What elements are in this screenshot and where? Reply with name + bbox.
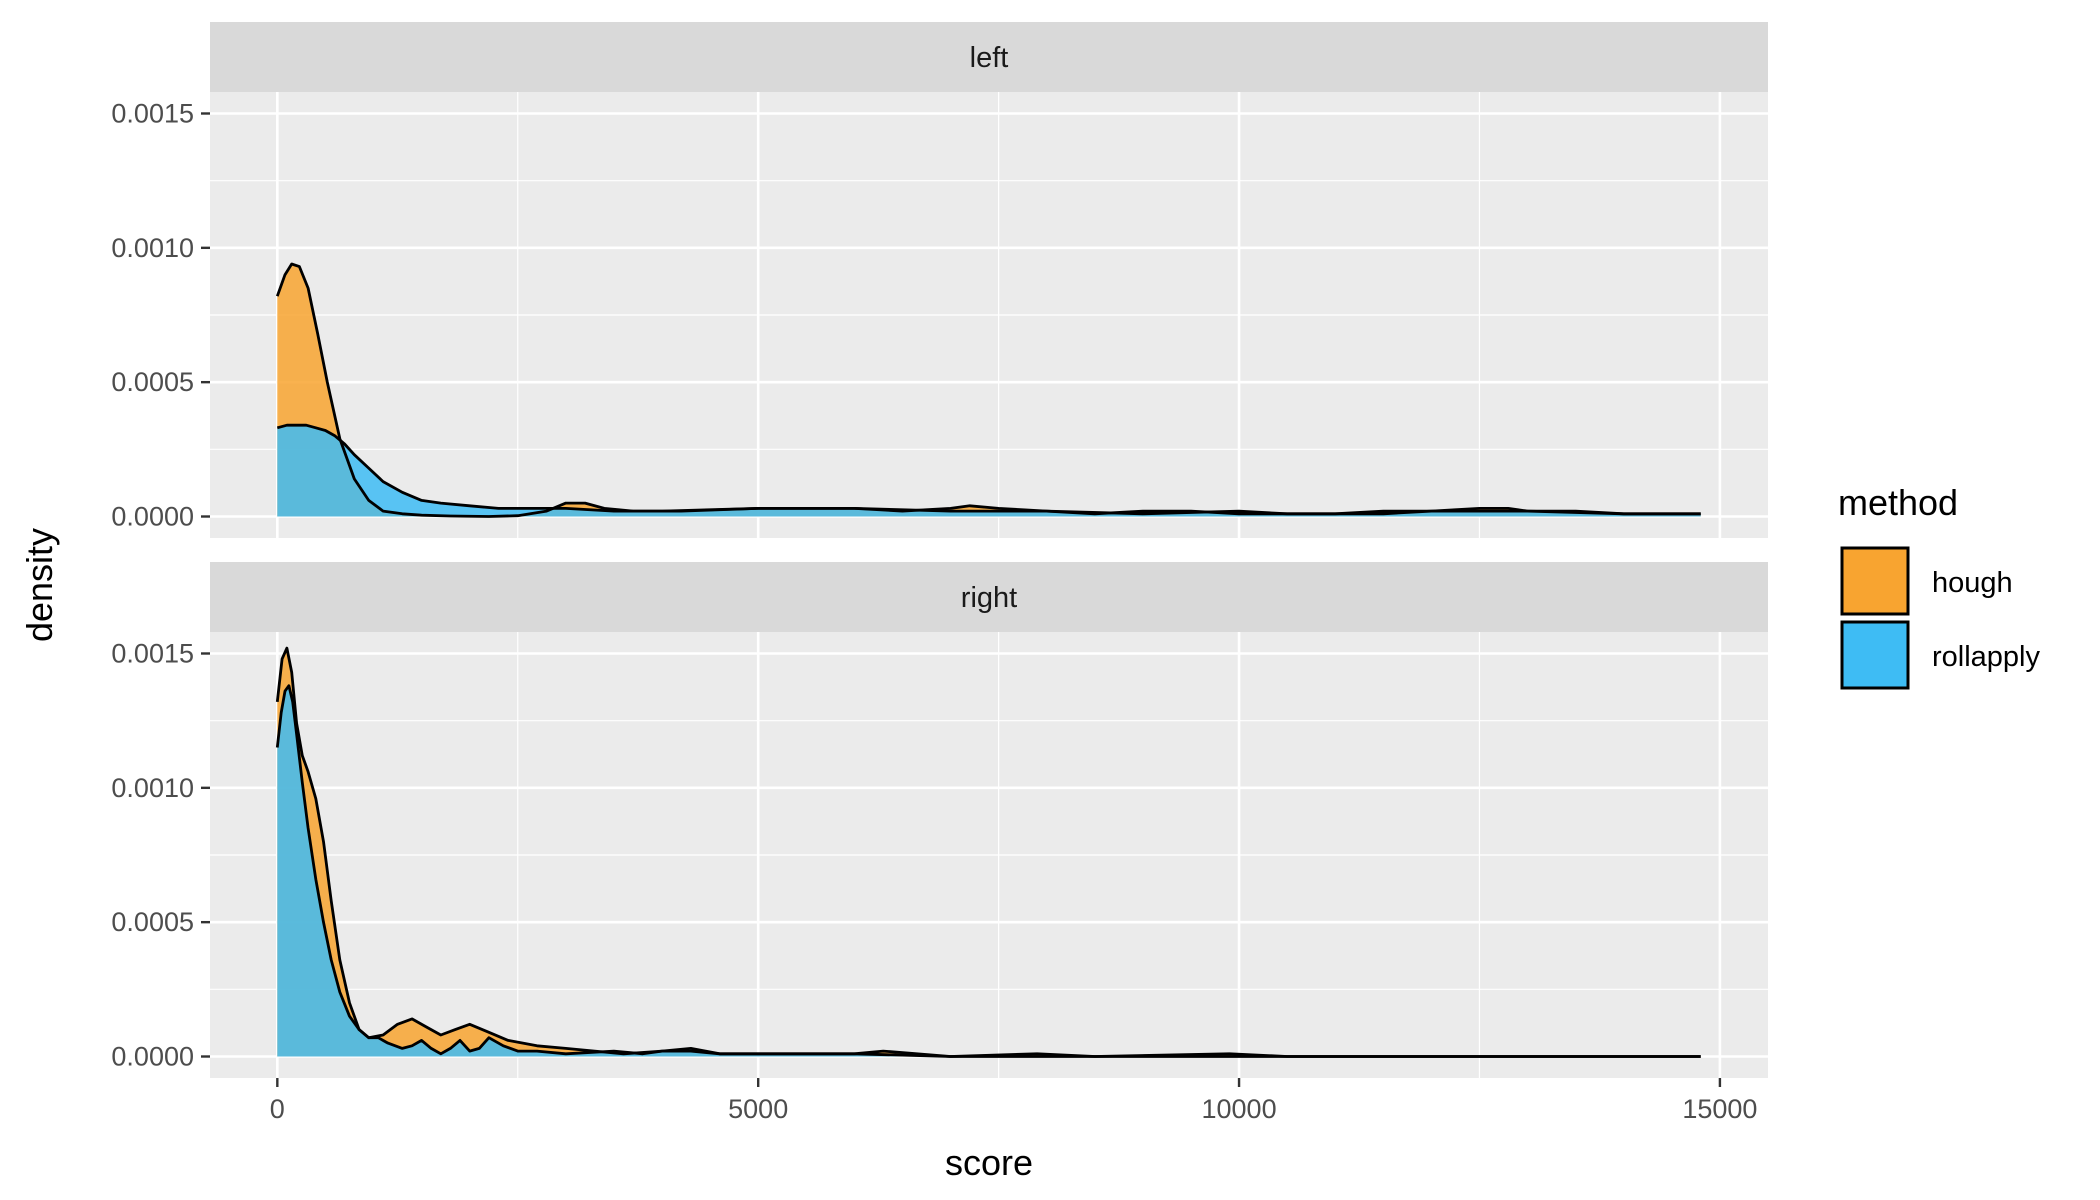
strip-background-right — [210, 562, 1768, 632]
x-axis-title: score — [945, 1142, 1033, 1183]
x-tick-label: 0 — [270, 1094, 285, 1124]
legend-label-hough: hough — [1932, 567, 2013, 599]
density-areas-right — [275, 646, 1701, 1058]
panel-right: right 0.0000 0.0005 0.0010 0.0015 — [111, 562, 1768, 1078]
y-tick-label: 0.0005 — [111, 367, 194, 397]
y-tick-label: 0.0010 — [111, 233, 194, 263]
y-tick-label: 0.0015 — [111, 638, 194, 668]
y-axis-title: density — [19, 528, 60, 642]
y-tick-label: 0.0000 — [111, 1042, 194, 1072]
y-tick-label: 0.0000 — [111, 502, 194, 532]
panel-left: left 0.0000 0.0005 0.0010 0.0015 — [111, 22, 1768, 538]
y-tick-label: 0.0010 — [111, 773, 194, 803]
density-areas-left — [275, 262, 1701, 518]
density-line-rollapply — [276, 423, 1701, 516]
x-tick-label: 15000 — [1682, 1094, 1757, 1124]
strip-label-right: right — [961, 582, 1017, 614]
y-axis-left: 0.0000 0.0005 0.0010 0.0015 — [111, 98, 210, 532]
density-line-rollapply — [275, 684, 1701, 1058]
legend-title: method — [1838, 482, 1958, 523]
strip-background-left — [210, 22, 1768, 92]
strip-label-left: left — [970, 42, 1009, 74]
x-axis: 0 5000 10000 15000 — [270, 1078, 1757, 1124]
x-tick-label: 5000 — [728, 1094, 788, 1124]
x-tick-label: 10000 — [1202, 1094, 1277, 1124]
legend-key-hough — [1840, 546, 1910, 616]
legend-label-rollapply: rollapply — [1932, 641, 2040, 673]
y-tick-label: 0.0005 — [111, 907, 194, 937]
y-axis-right: 0.0000 0.0005 0.0010 0.0015 — [111, 638, 210, 1072]
legend: method hough rollapply — [1838, 482, 2040, 690]
legend-key-rollapply — [1840, 620, 1910, 690]
density-area-rollapply — [277, 425, 1701, 517]
y-tick-label: 0.0015 — [111, 98, 194, 128]
